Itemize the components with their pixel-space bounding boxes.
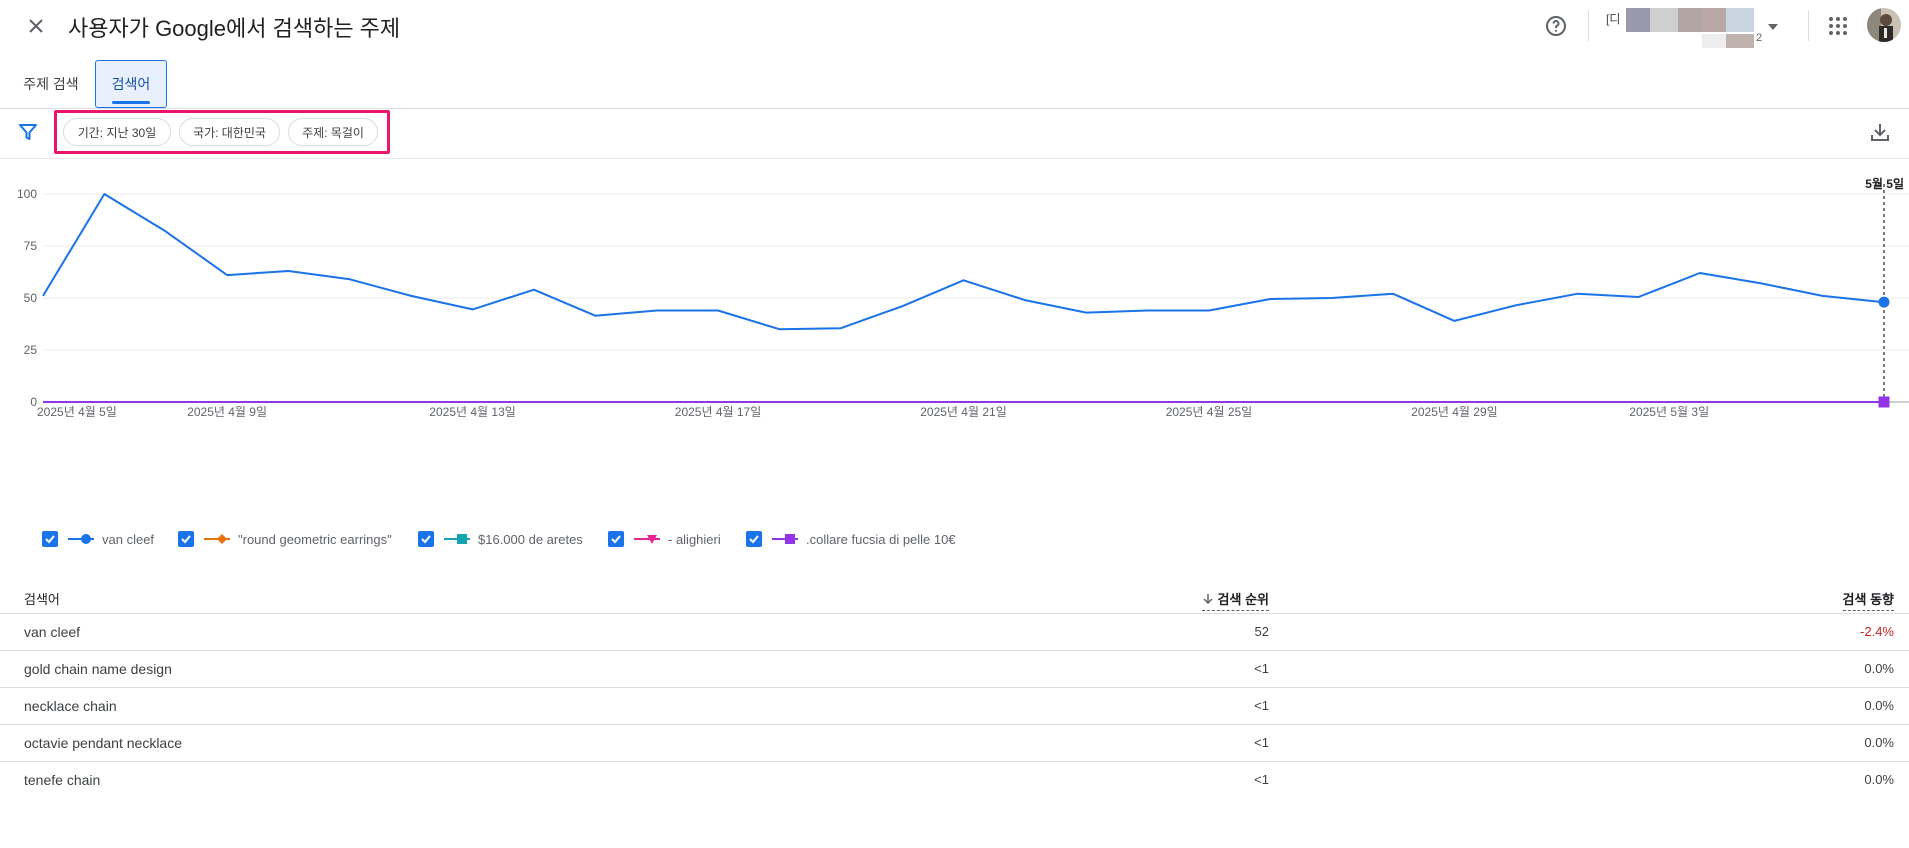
cell-rank: <1 [1254,661,1269,676]
x-tick-label: 2025년 4월 21일 [920,405,1007,419]
hover-date-label: 5월 5일 [1865,176,1904,191]
apps-button[interactable] [1826,14,1850,38]
hover-point [1878,296,1890,308]
filter-chip-period[interactable]: 기간: 지난 30일 [63,118,171,146]
table-row[interactable]: tenefe chain <1 0.0% [0,762,1909,799]
download-icon [1871,124,1889,141]
column-header-rank-label: 검색 순위 [1217,592,1269,607]
filter-chips-highlight [54,110,390,154]
table-row[interactable]: octavie pendant necklace <1 0.0% [0,725,1909,762]
cell-term: necklace chain [24,698,117,714]
header-divider [1588,11,1589,41]
cell-term: gold chain name design [24,661,172,677]
cell-term: van cleef [24,624,81,640]
series-line [42,193,1885,331]
filter-button[interactable] [18,122,38,142]
legend-label: .collare fucsia di pelle 10€ [806,531,956,547]
y-tick-label: 50 [24,291,38,305]
chip-label: 기간: 지난 30일 [77,125,157,140]
checkbox-checked-icon[interactable] [42,531,58,547]
legend-item-van-cleef[interactable]: van cleef [42,528,154,550]
column-header-term: 검색어 [24,592,60,607]
cell-trend: 0.0% [1864,772,1894,787]
help-button[interactable] [1542,12,1570,40]
cell-trend: -2.4% [1860,624,1894,639]
cell-trend: 0.0% [1864,698,1894,713]
legend-item-aretes[interactable]: $16.000 de aretes [418,528,583,550]
help-icon [1546,16,1566,36]
account-name-prefix: [디 [1606,12,1621,26]
cell-trend: 0.0% [1864,661,1894,676]
x-tick-label: 2025년 4월 25일 [1166,405,1253,419]
tab-label: 검색어 [111,76,151,92]
y-tick-label: 75 [24,239,38,253]
checkbox-checked-icon[interactable] [608,531,624,547]
x-tick-label: 2025년 4월 29일 [1411,405,1498,419]
legend-swatch [68,534,94,544]
active-tab-indicator [112,101,150,104]
chevron-down-icon [1768,24,1778,30]
y-tick-label: 0 [30,395,37,409]
cell-term: octavie pendant necklace [24,735,182,751]
filter-icon [19,124,37,140]
x-tick-label: 2025년 4월 9일 [187,405,267,419]
cell-rank: <1 [1254,698,1269,713]
legend-swatch [772,534,798,544]
x-tick-label: 2025년 4월 17일 [675,405,762,419]
x-tick-label: 2025년 4월 5일 [37,405,117,419]
chip-label: 국가: 대한민국 [193,125,266,140]
x-tick-label: 2025년 4월 13일 [429,405,516,419]
legend-swatch [634,535,660,544]
table-row[interactable]: gold chain name design <1 0.0% [0,651,1909,688]
column-header-trend[interactable]: 검색 동향 [1842,589,1894,611]
divider [0,158,1909,159]
filter-chip-country[interactable]: 국가: 대한민국 [179,118,280,146]
tab-bar: 주제 검색 검색어 [0,60,1909,109]
y-tick-label: 100 [17,187,37,201]
table-header: 검색어 검색 순위 검색 동향 [0,576,1909,614]
avatar[interactable] [1867,8,1901,42]
account-name-redacted [1626,8,1756,48]
checkbox-checked-icon[interactable] [746,531,762,547]
line-chart[interactable]: 0 25 50 75 100 2025년 4월 5일 2025년 4월 9일 2025년 4… [0,160,1909,520]
checkbox-checked-icon[interactable] [418,531,434,547]
avatar-image [1867,8,1901,42]
table-row[interactable]: van cleef 52 -2.4% [0,614,1909,651]
tab-label: 주제 검색 [23,76,79,92]
hover-point [1878,396,1890,408]
legend-item-alighieri[interactable]: - alighieri [608,528,721,550]
legend-label: van cleef [102,531,155,547]
cell-rank: <1 [1254,772,1269,787]
tab-topic-search[interactable]: 주제 검색 [10,60,92,108]
filter-chip-topic[interactable]: 주제: 목걸이 [288,118,378,146]
arrow-down-icon [1203,593,1213,604]
legend-item-round-geometric-earrings[interactable]: "round geometric earrings" [178,528,392,550]
download-button[interactable] [1868,120,1892,144]
page-title: 사용자가 Google에서 검색하는 주제 [68,16,401,41]
cell-trend: 0.0% [1864,735,1894,750]
tab-search-terms[interactable]: 검색어 [95,60,167,108]
cell-rank: <1 [1254,735,1269,750]
legend-item-collare-fucsia[interactable]: .collare fucsia di pelle 10€ [746,528,956,550]
legend-label: - alighieri [668,531,721,547]
account-dropdown[interactable] [1766,20,1780,34]
close-icon [29,19,43,33]
legend-label: $16.000 de aretes [478,531,583,547]
legend-swatch [204,534,230,544]
account-switcher[interactable]: [디 2 [1606,6,1762,48]
close-button[interactable] [20,10,52,42]
chip-label: 주제: 목걸이 [302,125,364,140]
cell-term: tenefe chain [24,772,101,788]
account-name-suffix: 2 [1756,32,1763,44]
x-tick-label: 2025년 5월 3일 [1629,405,1709,419]
table-row[interactable]: necklace chain <1 0.0% [0,688,1909,725]
column-header-rank[interactable]: 검색 순위 [1201,589,1269,611]
legend-label: "round geometric earrings" [238,531,392,547]
header-divider [1808,11,1809,41]
checkbox-checked-icon[interactable] [178,531,194,547]
y-tick-label: 25 [24,343,38,357]
legend-swatch [444,534,470,544]
apps-grid-icon [1829,17,1847,35]
cell-rank: 52 [1254,624,1269,639]
